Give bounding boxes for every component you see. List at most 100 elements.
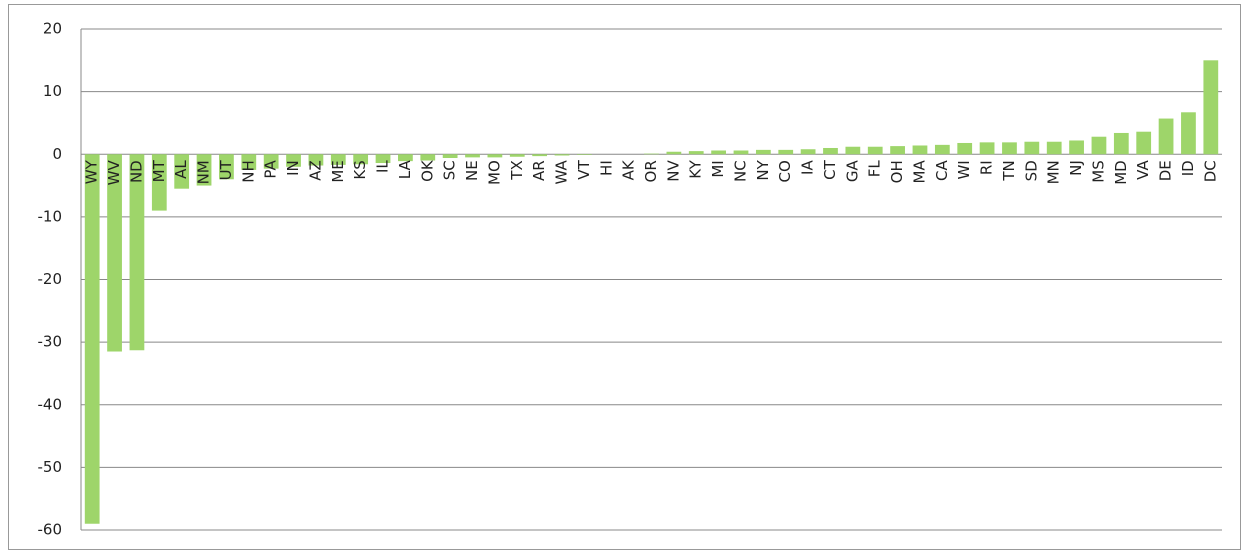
- x-tick-label: FL: [866, 160, 884, 178]
- bar: [1158, 118, 1174, 155]
- x-tick-label: MA: [910, 160, 928, 184]
- bar: [755, 149, 771, 155]
- y-tick-label: -40: [38, 395, 63, 413]
- x-tick-label: DC: [1201, 160, 1219, 182]
- x-tick-label: MN: [1045, 160, 1063, 184]
- y-tick-label: -10: [38, 207, 63, 225]
- y-tick-label: -50: [38, 458, 63, 476]
- x-tick-label: VT: [575, 159, 593, 179]
- bar: [398, 154, 413, 162]
- bar: [688, 151, 704, 155]
- bar: [241, 154, 257, 170]
- x-tick-label: ME: [329, 160, 347, 182]
- bar: [666, 151, 682, 155]
- bar: [1113, 132, 1129, 155]
- x-tick-label: MO: [485, 160, 503, 185]
- bar: [576, 154, 592, 155]
- bar: [1002, 142, 1017, 155]
- x-tick-label: NY: [754, 159, 772, 180]
- x-tick-label: AL: [172, 160, 190, 179]
- x-tick-label: NJ: [1067, 160, 1085, 176]
- x-tick-label: MS: [1089, 160, 1107, 182]
- x-tick-label: HI: [597, 160, 615, 176]
- bar: [867, 146, 883, 155]
- bar: [1024, 141, 1040, 155]
- x-tick-label: IL: [374, 160, 392, 173]
- bar: [1069, 140, 1084, 155]
- x-tick-label: IA: [799, 160, 817, 175]
- y-tick-label: 0: [52, 145, 62, 163]
- x-tick-label: SC: [441, 160, 459, 180]
- bar: [219, 154, 234, 180]
- bar: [151, 154, 167, 211]
- bar: [912, 145, 928, 155]
- y-tick-label: -60: [38, 521, 63, 539]
- x-tick-label: ID: [1179, 160, 1197, 176]
- x-tick-label: LA: [396, 160, 414, 180]
- bar: [823, 147, 838, 155]
- x-tick-label: KY: [687, 159, 705, 178]
- x-tick-label: NE: [463, 160, 481, 181]
- x-tick-label: UT: [217, 159, 235, 180]
- bar: [308, 154, 324, 166]
- bar: [420, 154, 436, 161]
- x-tick-label: OH: [888, 160, 906, 183]
- x-tick-label: TN: [1000, 160, 1018, 181]
- x-tick-label: KS: [351, 160, 369, 179]
- bar: [84, 154, 100, 524]
- bar: [107, 154, 122, 352]
- chart-frame: [8, 4, 1241, 550]
- x-tick-label: VA: [1134, 160, 1152, 180]
- x-tick-label: SD: [1022, 160, 1040, 181]
- x-tick-label: AR: [530, 160, 548, 181]
- bar: [1136, 131, 1152, 155]
- bar: [263, 154, 279, 169]
- x-tick-label: GA: [843, 160, 861, 183]
- bar: [711, 150, 727, 155]
- x-tick-label: MI: [709, 160, 727, 177]
- y-tick-label: -20: [38, 270, 63, 288]
- bar: [353, 154, 369, 165]
- bar: [442, 154, 458, 159]
- x-tick-label: CT: [821, 159, 839, 179]
- bar: [1091, 136, 1107, 155]
- bar: [733, 150, 749, 155]
- x-tick-label: MD: [1112, 160, 1130, 185]
- x-tick-label: NM: [195, 160, 213, 184]
- y-tick-label: 20: [43, 20, 62, 38]
- x-tick-label: WA: [553, 160, 571, 185]
- y-tick-label: 10: [43, 82, 62, 100]
- bar: [845, 146, 861, 155]
- bar: [509, 154, 525, 157]
- bar: [1203, 60, 1219, 155]
- bar: [174, 154, 190, 189]
- bar: [800, 149, 816, 155]
- x-tick-label: ND: [127, 160, 145, 183]
- bar: [465, 154, 480, 158]
- bar: [532, 154, 548, 157]
- x-tick-label: OR: [642, 160, 660, 182]
- bar: [286, 154, 301, 167]
- x-tick-label: NH: [239, 160, 257, 183]
- bar: [778, 149, 794, 155]
- bar: [375, 154, 391, 164]
- bar: [196, 154, 212, 186]
- bar: [934, 144, 950, 155]
- bar: [644, 153, 659, 155]
- bar: [1181, 112, 1196, 155]
- x-tick-label: OK: [418, 159, 436, 182]
- x-tick-label: CA: [933, 160, 951, 181]
- x-tick-label: AZ: [306, 160, 324, 181]
- x-tick-label: PA: [262, 160, 280, 179]
- x-tick-label: IN: [284, 160, 302, 176]
- x-tick-label: DE: [1157, 160, 1175, 181]
- x-tick-label: TX: [508, 160, 526, 180]
- x-tick-label: MT: [150, 159, 168, 182]
- bar: [554, 154, 570, 156]
- x-tick-label: AK: [620, 159, 638, 180]
- x-tick-label: NC: [731, 160, 749, 182]
- bar: [330, 154, 346, 165]
- bar: [1046, 141, 1062, 155]
- x-tick-label: CO: [776, 160, 794, 182]
